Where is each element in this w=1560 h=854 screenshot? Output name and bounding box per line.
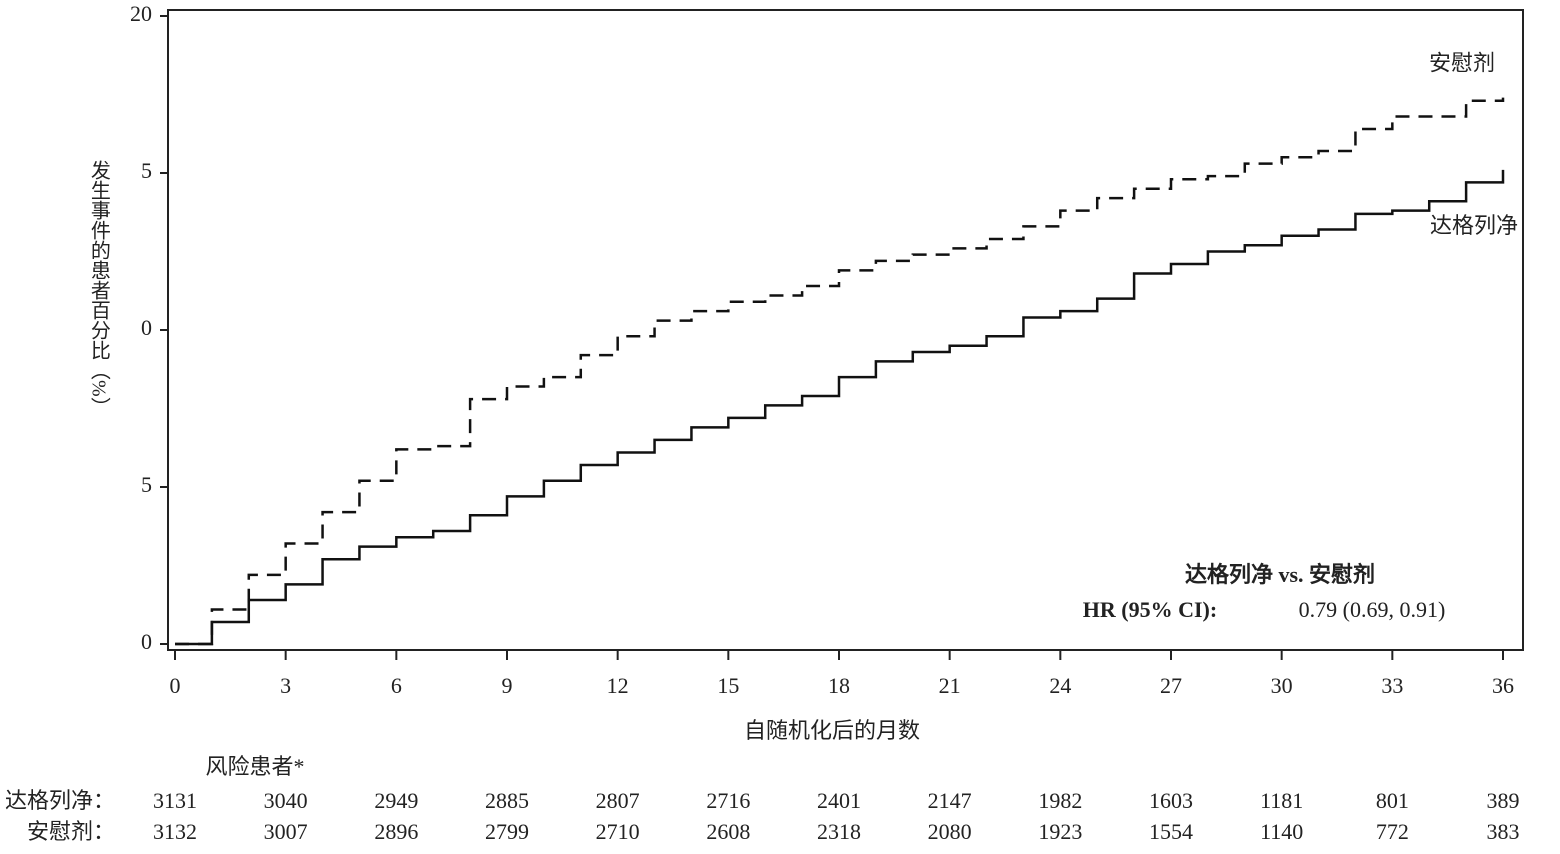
risk-count: 772 bbox=[1376, 819, 1409, 844]
x-tick-label: 6 bbox=[391, 673, 402, 698]
risk-count: 801 bbox=[1376, 788, 1409, 813]
x-tick-label: 21 bbox=[939, 673, 961, 698]
annotation-label: HR (95% CI): bbox=[1083, 597, 1217, 622]
risk-count: 1181 bbox=[1260, 788, 1303, 813]
annotation-text: 0.79 (0.69, 0.91) bbox=[1299, 597, 1446, 622]
risk-count: 3007 bbox=[264, 819, 308, 844]
y-tick-label: 5 bbox=[141, 472, 152, 497]
y-axis-label: 发生事件的患者百分比（%） bbox=[87, 160, 110, 417]
risk-count: 3132 bbox=[153, 819, 197, 844]
risk-count: 1603 bbox=[1149, 788, 1193, 813]
risk-count: 2949 bbox=[374, 788, 418, 813]
risk-count: 383 bbox=[1487, 819, 1520, 844]
x-tick-label: 18 bbox=[828, 673, 850, 698]
risk-count: 389 bbox=[1487, 788, 1520, 813]
risk-table-title: 风险患者* bbox=[205, 754, 304, 779]
risk-row-label: 达格列净： bbox=[5, 788, 115, 813]
risk-count: 2799 bbox=[485, 819, 529, 844]
x-tick-label: 33 bbox=[1381, 673, 1403, 698]
y-tick-label: 0 bbox=[141, 629, 152, 654]
risk-count: 2885 bbox=[485, 788, 529, 813]
x-tick-label: 9 bbox=[502, 673, 513, 698]
x-tick-label: 27 bbox=[1160, 673, 1182, 698]
risk-count: 2318 bbox=[817, 819, 861, 844]
x-tick-label: 36 bbox=[1492, 673, 1514, 698]
x-axis-label: 自随机化后的月数 bbox=[744, 718, 920, 743]
x-tick-label: 30 bbox=[1271, 673, 1293, 698]
y-tick-label: 20 bbox=[130, 1, 152, 26]
risk-count: 2608 bbox=[706, 819, 750, 844]
x-tick-label: 12 bbox=[607, 673, 629, 698]
survival-curve bbox=[175, 169, 1505, 646]
y-tick-label: 0 bbox=[141, 315, 152, 340]
risk-count: 1554 bbox=[1149, 819, 1193, 844]
survival-curve bbox=[175, 97, 1505, 646]
plot-frame bbox=[167, 9, 1524, 651]
y-tick-label: 5 bbox=[141, 158, 152, 183]
annotation-title: 达格列净 vs. 安慰剂 bbox=[1185, 562, 1375, 587]
x-tick-label: 3 bbox=[280, 673, 291, 698]
risk-row-label: 安慰剂： bbox=[27, 819, 115, 844]
risk-count: 1140 bbox=[1260, 819, 1303, 844]
risk-count: 2147 bbox=[928, 788, 972, 813]
risk-count: 2080 bbox=[928, 819, 972, 844]
risk-count: 2716 bbox=[706, 788, 750, 813]
risk-count: 2807 bbox=[596, 788, 640, 813]
risk-count: 3040 bbox=[264, 788, 308, 813]
risk-count: 1923 bbox=[1038, 819, 1082, 844]
risk-count: 2401 bbox=[817, 788, 861, 813]
x-tick-label: 0 bbox=[170, 673, 181, 698]
series-label: 达格列净 bbox=[1430, 213, 1518, 238]
risk-count: 3131 bbox=[153, 788, 197, 813]
risk-count: 2896 bbox=[374, 819, 418, 844]
series-label: 安慰剂 bbox=[1429, 51, 1495, 76]
x-tick-label: 15 bbox=[717, 673, 739, 698]
x-tick-label: 24 bbox=[1049, 673, 1071, 698]
risk-count: 2710 bbox=[596, 819, 640, 844]
risk-count: 1982 bbox=[1038, 788, 1082, 813]
